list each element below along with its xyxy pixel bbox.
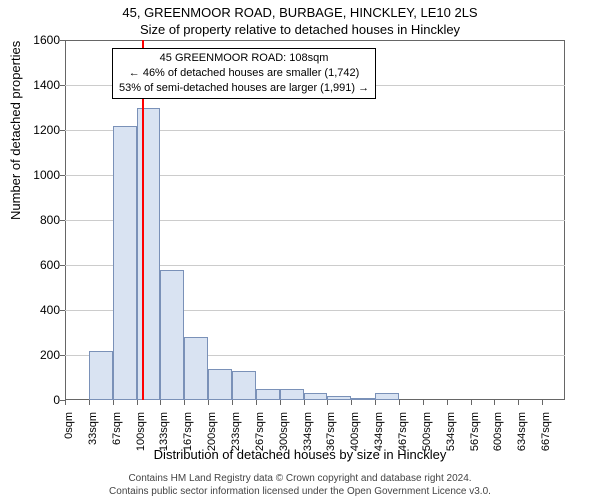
xtick-label: 667sqm [540, 412, 552, 472]
annotation-line2: ← 46% of detached houses are smaller (1,… [119, 66, 369, 81]
xtick-label: 67sqm [111, 412, 123, 472]
xtick-mark [518, 400, 519, 405]
ytick-label: 400 [10, 303, 60, 317]
xtick-label: 233sqm [230, 412, 242, 472]
annotation-box: 45 GREENMOOR ROAD: 108sqm ← 46% of detac… [112, 48, 376, 99]
chart-title-address: 45, GREENMOOR ROAD, BURBAGE, HINCKLEY, L… [0, 5, 600, 20]
ytick-label: 600 [10, 258, 60, 272]
footer-line2: Contains public sector information licen… [0, 485, 600, 498]
chart-container: 45, GREENMOOR ROAD, BURBAGE, HINCKLEY, L… [0, 0, 600, 500]
xtick-mark [89, 400, 90, 405]
ytick-mark [60, 220, 65, 221]
histogram-bar [184, 337, 208, 400]
histogram-bar [375, 393, 399, 400]
xtick-mark [471, 400, 472, 405]
ytick-mark [60, 175, 65, 176]
xtick-mark [327, 400, 328, 405]
xtick-mark [542, 400, 543, 405]
xtick-label: 567sqm [469, 412, 481, 472]
histogram-bar [327, 396, 351, 401]
ytick-label: 1600 [10, 33, 60, 47]
histogram-bar [232, 371, 256, 400]
xtick-label: 334sqm [302, 412, 314, 472]
xtick-label: 100sqm [135, 412, 147, 472]
histogram-bar [280, 389, 304, 400]
histogram-bar [351, 398, 375, 400]
histogram-bar [304, 393, 328, 400]
xtick-mark [304, 400, 305, 405]
ytick-mark [60, 310, 65, 311]
xtick-label: 434sqm [373, 412, 385, 472]
xtick-label: 200sqm [206, 412, 218, 472]
xtick-label: 634sqm [516, 412, 528, 472]
xtick-label: 33sqm [87, 412, 99, 472]
xtick-label: 367sqm [325, 412, 337, 472]
ytick-label: 1200 [10, 123, 60, 137]
histogram-bar [208, 369, 232, 401]
xtick-mark [375, 400, 376, 405]
xtick-mark [351, 400, 352, 405]
xtick-label: 133sqm [158, 412, 170, 472]
xtick-mark [423, 400, 424, 405]
xtick-mark [113, 400, 114, 405]
ytick-mark [60, 85, 65, 86]
xtick-mark [184, 400, 185, 405]
xtick-mark [399, 400, 400, 405]
xtick-label: 400sqm [349, 412, 361, 472]
xtick-label: 0sqm [63, 412, 75, 472]
xtick-label: 167sqm [182, 412, 194, 472]
xtick-label: 300sqm [278, 412, 290, 472]
xtick-label: 467sqm [397, 412, 409, 472]
xtick-mark [208, 400, 209, 405]
xtick-mark [160, 400, 161, 405]
xtick-label: 600sqm [492, 412, 504, 472]
histogram-bar [256, 389, 280, 400]
footer-line1: Contains HM Land Registry data © Crown c… [0, 472, 600, 485]
footer-attribution: Contains HM Land Registry data © Crown c… [0, 472, 600, 498]
ytick-label: 0 [10, 393, 60, 407]
xtick-label: 500sqm [421, 412, 433, 472]
xtick-mark [280, 400, 281, 405]
ytick-mark [60, 355, 65, 356]
annotation-line1: 45 GREENMOOR ROAD: 108sqm [119, 51, 369, 66]
xtick-mark [65, 400, 66, 405]
histogram-bar [113, 126, 137, 401]
xtick-mark [256, 400, 257, 405]
chart-title-subtitle: Size of property relative to detached ho… [0, 22, 600, 37]
histogram-bar [89, 351, 113, 401]
annotation-line3: 53% of semi-detached houses are larger (… [119, 81, 369, 96]
histogram-bar [160, 270, 184, 401]
ytick-mark [60, 130, 65, 131]
xtick-mark [494, 400, 495, 405]
xtick-mark [137, 400, 138, 405]
ytick-label: 1000 [10, 168, 60, 182]
xtick-label: 267sqm [254, 412, 266, 472]
xtick-mark [447, 400, 448, 405]
ytick-mark [60, 40, 65, 41]
ytick-label: 1400 [10, 78, 60, 92]
xtick-mark [232, 400, 233, 405]
ytick-mark [60, 265, 65, 266]
ytick-label: 200 [10, 348, 60, 362]
histogram-bar [137, 108, 161, 401]
xtick-label: 534sqm [445, 412, 457, 472]
ytick-label: 800 [10, 213, 60, 227]
